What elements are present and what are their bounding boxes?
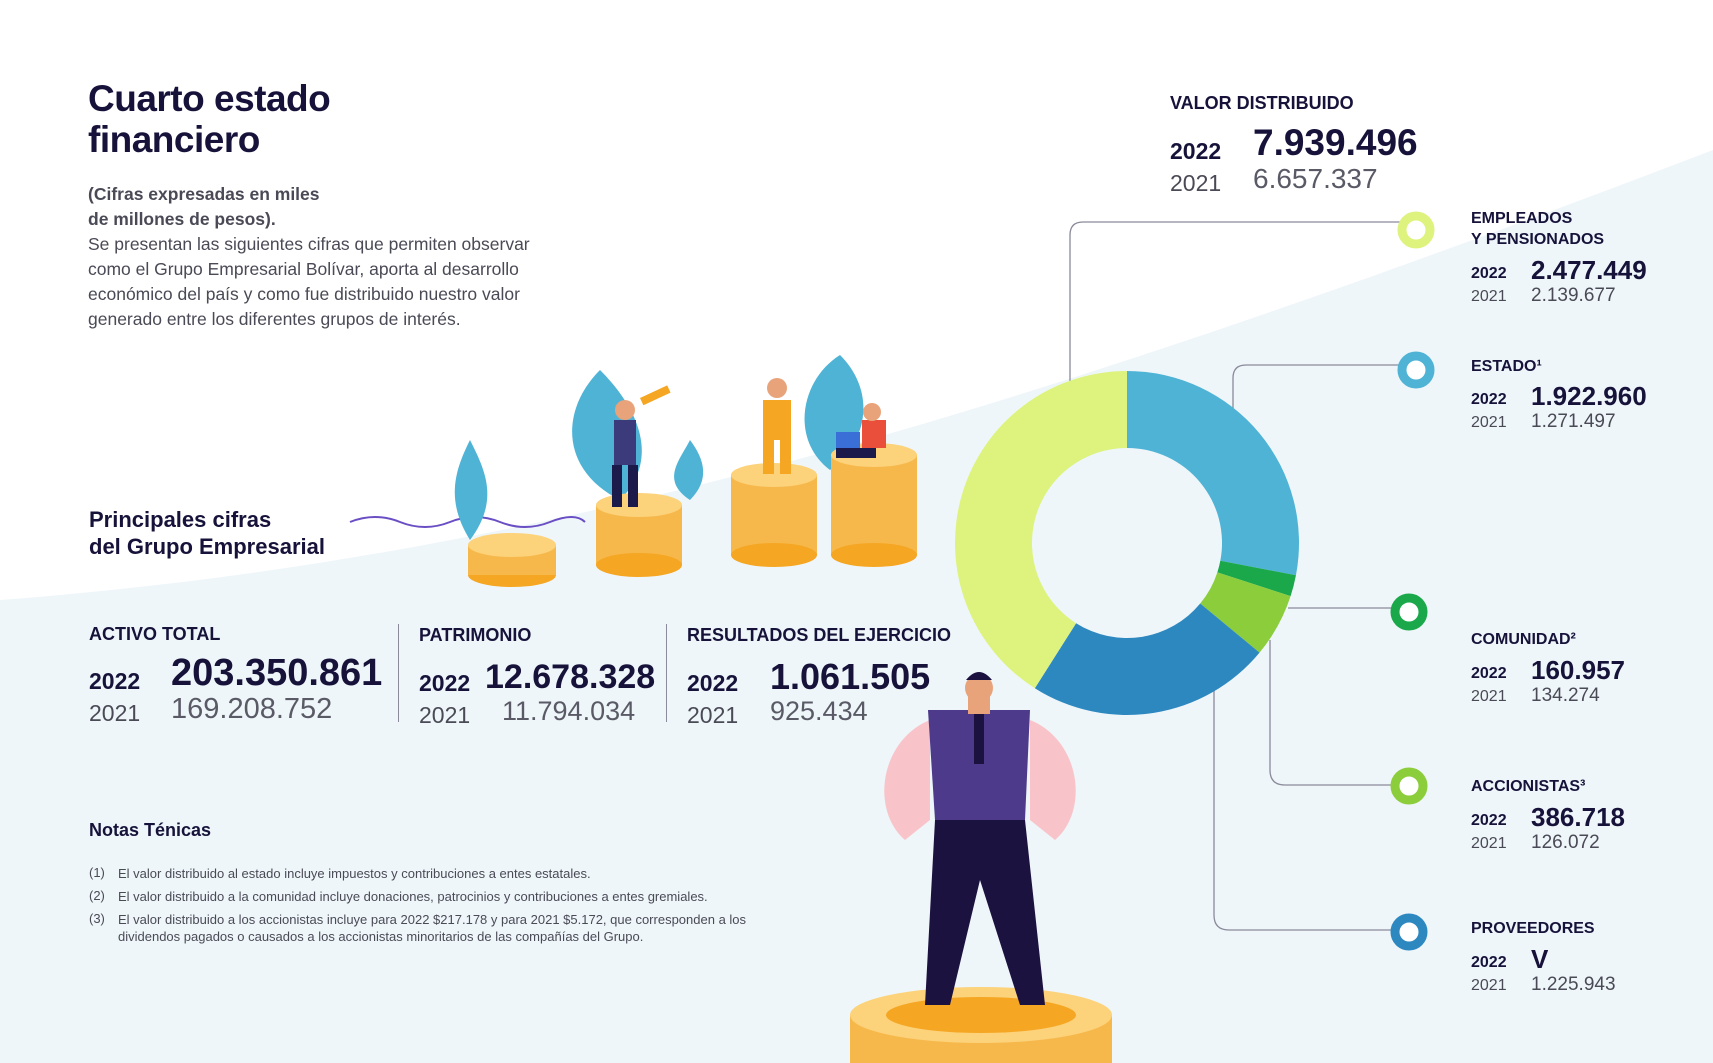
donut-slice-4	[1034, 603, 1260, 716]
person-figure-icon	[836, 403, 886, 458]
principales-line-2: del Grupo Empresarial	[89, 534, 325, 559]
category-estado-label: ESTADO¹	[1471, 358, 1542, 375]
note-number: (2)	[89, 888, 105, 903]
donut-slice-3	[1200, 572, 1291, 653]
marker-accionistas-icon	[1390, 767, 1428, 805]
connector-line-estado	[1232, 364, 1400, 410]
category-empleados-label: EMPLEADOS Y PENSIONADOS	[1471, 208, 1604, 250]
category-comunidad-value-2022: 160.957	[1531, 655, 1625, 685]
category-estado-value-2022: 1.922.960	[1531, 381, 1647, 411]
category-empleados-year-2022: 2022	[1471, 265, 1507, 282]
category-accionistas-label: ACCIONISTAS³	[1471, 778, 1586, 795]
principales-line-1: Principales cifras	[89, 507, 272, 532]
description: Se presentan las siguientes cifras que p…	[88, 234, 530, 329]
valor-distribuido-year-2022: 2022	[1170, 138, 1222, 164]
kpi-activo-value-2022: 203.350.861	[171, 652, 383, 694]
donut-slice-1	[1127, 371, 1299, 576]
page-title: Cuarto estado financiero	[88, 78, 331, 160]
person-figure-icon	[612, 385, 671, 507]
kpi-resultados-year-2022: 2022	[687, 670, 739, 696]
category-accionistas-value-2022: 386.718	[1531, 802, 1625, 832]
notes-title: Notas Ténicas	[89, 820, 212, 840]
donut-slice-2	[1217, 560, 1296, 597]
kpi-resultados-year-2021: 2021	[687, 702, 739, 728]
note-number: (3)	[89, 911, 105, 926]
category-proveedores-value-2022: V	[1531, 944, 1549, 974]
kpi-activo-year-2021: 2021	[89, 700, 141, 726]
kpi-activo-year-2022: 2022	[89, 668, 141, 694]
kpi-resultados-value-2021: 925.434	[770, 696, 868, 726]
kpi-activo-label: ACTIVO TOTAL	[89, 624, 221, 644]
person-figure-icon	[763, 378, 791, 474]
category-estado-year-2021: 2021	[1471, 414, 1507, 431]
connector-lines	[1069, 221, 1400, 931]
kpi-separator	[666, 624, 667, 722]
valor-distribuido-value-2022: 7.939.496	[1253, 122, 1418, 163]
category-proveedores-year-2021: 2021	[1471, 977, 1507, 994]
note-text: El valor distribuido a la comunidad incl…	[118, 889, 708, 904]
marker-proveedores-icon	[1390, 913, 1428, 951]
valor-distribuido-value-2021: 6.657.337	[1253, 163, 1378, 194]
leaf-icon	[454, 440, 488, 540]
kpi-patrimonio-label: PATRIMONIO	[419, 625, 532, 645]
kpi-separator	[398, 624, 399, 722]
category-accionistas-year-2021: 2021	[1471, 835, 1507, 852]
kpi-patrimonio-value-2021: 11.794.034	[502, 696, 636, 726]
category-estado-value-2021: 1.271.497	[1531, 411, 1616, 432]
kpi-patrimonio-year-2022: 2022	[419, 670, 471, 696]
category-comunidad-year-2021: 2021	[1471, 688, 1507, 705]
category-empleados-label-line-1: EMPLEADOS	[1471, 210, 1573, 227]
category-comunidad-year-2022: 2022	[1471, 665, 1507, 682]
valor-distribuido-label: VALOR DISTRIBUIDO	[1170, 93, 1354, 113]
category-empleados-label-line-2: Y PENSIONADOS	[1471, 231, 1605, 248]
category-proveedores-label: PROVEEDORES	[1471, 920, 1595, 937]
connector-line-empleados	[1069, 221, 1400, 385]
category-estado-year-2022: 2022	[1471, 391, 1507, 408]
donut-slice-5	[954, 371, 1127, 689]
businessman-figure-icon	[884, 672, 1076, 1005]
donut-slices	[954, 371, 1299, 716]
coin-stack-icon	[468, 533, 556, 587]
kpi-patrimonio-value-2022: 12.678.328	[485, 658, 656, 696]
principales-heading: Principales cifras del Grupo Empresarial	[89, 506, 325, 560]
kpi-resultados-value-2022: 1.061.505	[770, 656, 931, 697]
leaf-icon	[674, 440, 704, 500]
note-number: (1)	[89, 865, 105, 880]
category-empleados-value-2021: 2.139.677	[1531, 285, 1616, 306]
category-accionistas-value-2021: 126.072	[1531, 832, 1600, 853]
category-accionistas-year-2022: 2022	[1471, 812, 1507, 829]
category-empleados-year-2021: 2021	[1471, 288, 1507, 305]
marker-comunidad-icon	[1390, 593, 1428, 631]
connector-line-proveedores	[1213, 690, 1395, 931]
big-coin-icon	[850, 987, 1112, 1063]
coin-stack-icon	[731, 463, 817, 567]
category-proveedores-value-2021: 1.225.943	[1531, 974, 1616, 995]
subtitle-line-1: (Cifras expresadas en miles	[88, 184, 320, 204]
note-text: El valor distribuido a los accionistas i…	[118, 912, 747, 944]
kpi-activo-value-2021: 169.208.752	[171, 693, 333, 725]
subtitle-line-2: de millones de pesos).	[88, 209, 276, 229]
kpi-resultados-label: RESULTADOS DEL EJERCICIO	[687, 625, 952, 645]
category-comunidad-label: COMUNIDAD²	[1471, 631, 1576, 648]
category-markers	[1390, 211, 1435, 951]
title-line-2: financiero	[88, 119, 260, 160]
title-line-1: Cuarto estado	[88, 78, 331, 119]
note-text: El valor distribuido al estado incluye i…	[118, 866, 591, 881]
connector-line-accionistas	[1269, 640, 1395, 786]
category-empleados-value-2022: 2.477.449	[1531, 255, 1647, 285]
subtitle: (Cifras expresadas en miles de millones …	[88, 182, 368, 232]
category-proveedores-year-2022: 2022	[1471, 954, 1507, 971]
valor-distribuido-year-2021: 2021	[1170, 170, 1222, 196]
kpi-patrimonio-year-2021: 2021	[419, 702, 471, 728]
marker-empleados-icon	[1397, 211, 1435, 249]
marker-estado-icon	[1397, 351, 1435, 389]
category-comunidad-value-2021: 134.274	[1531, 685, 1600, 706]
